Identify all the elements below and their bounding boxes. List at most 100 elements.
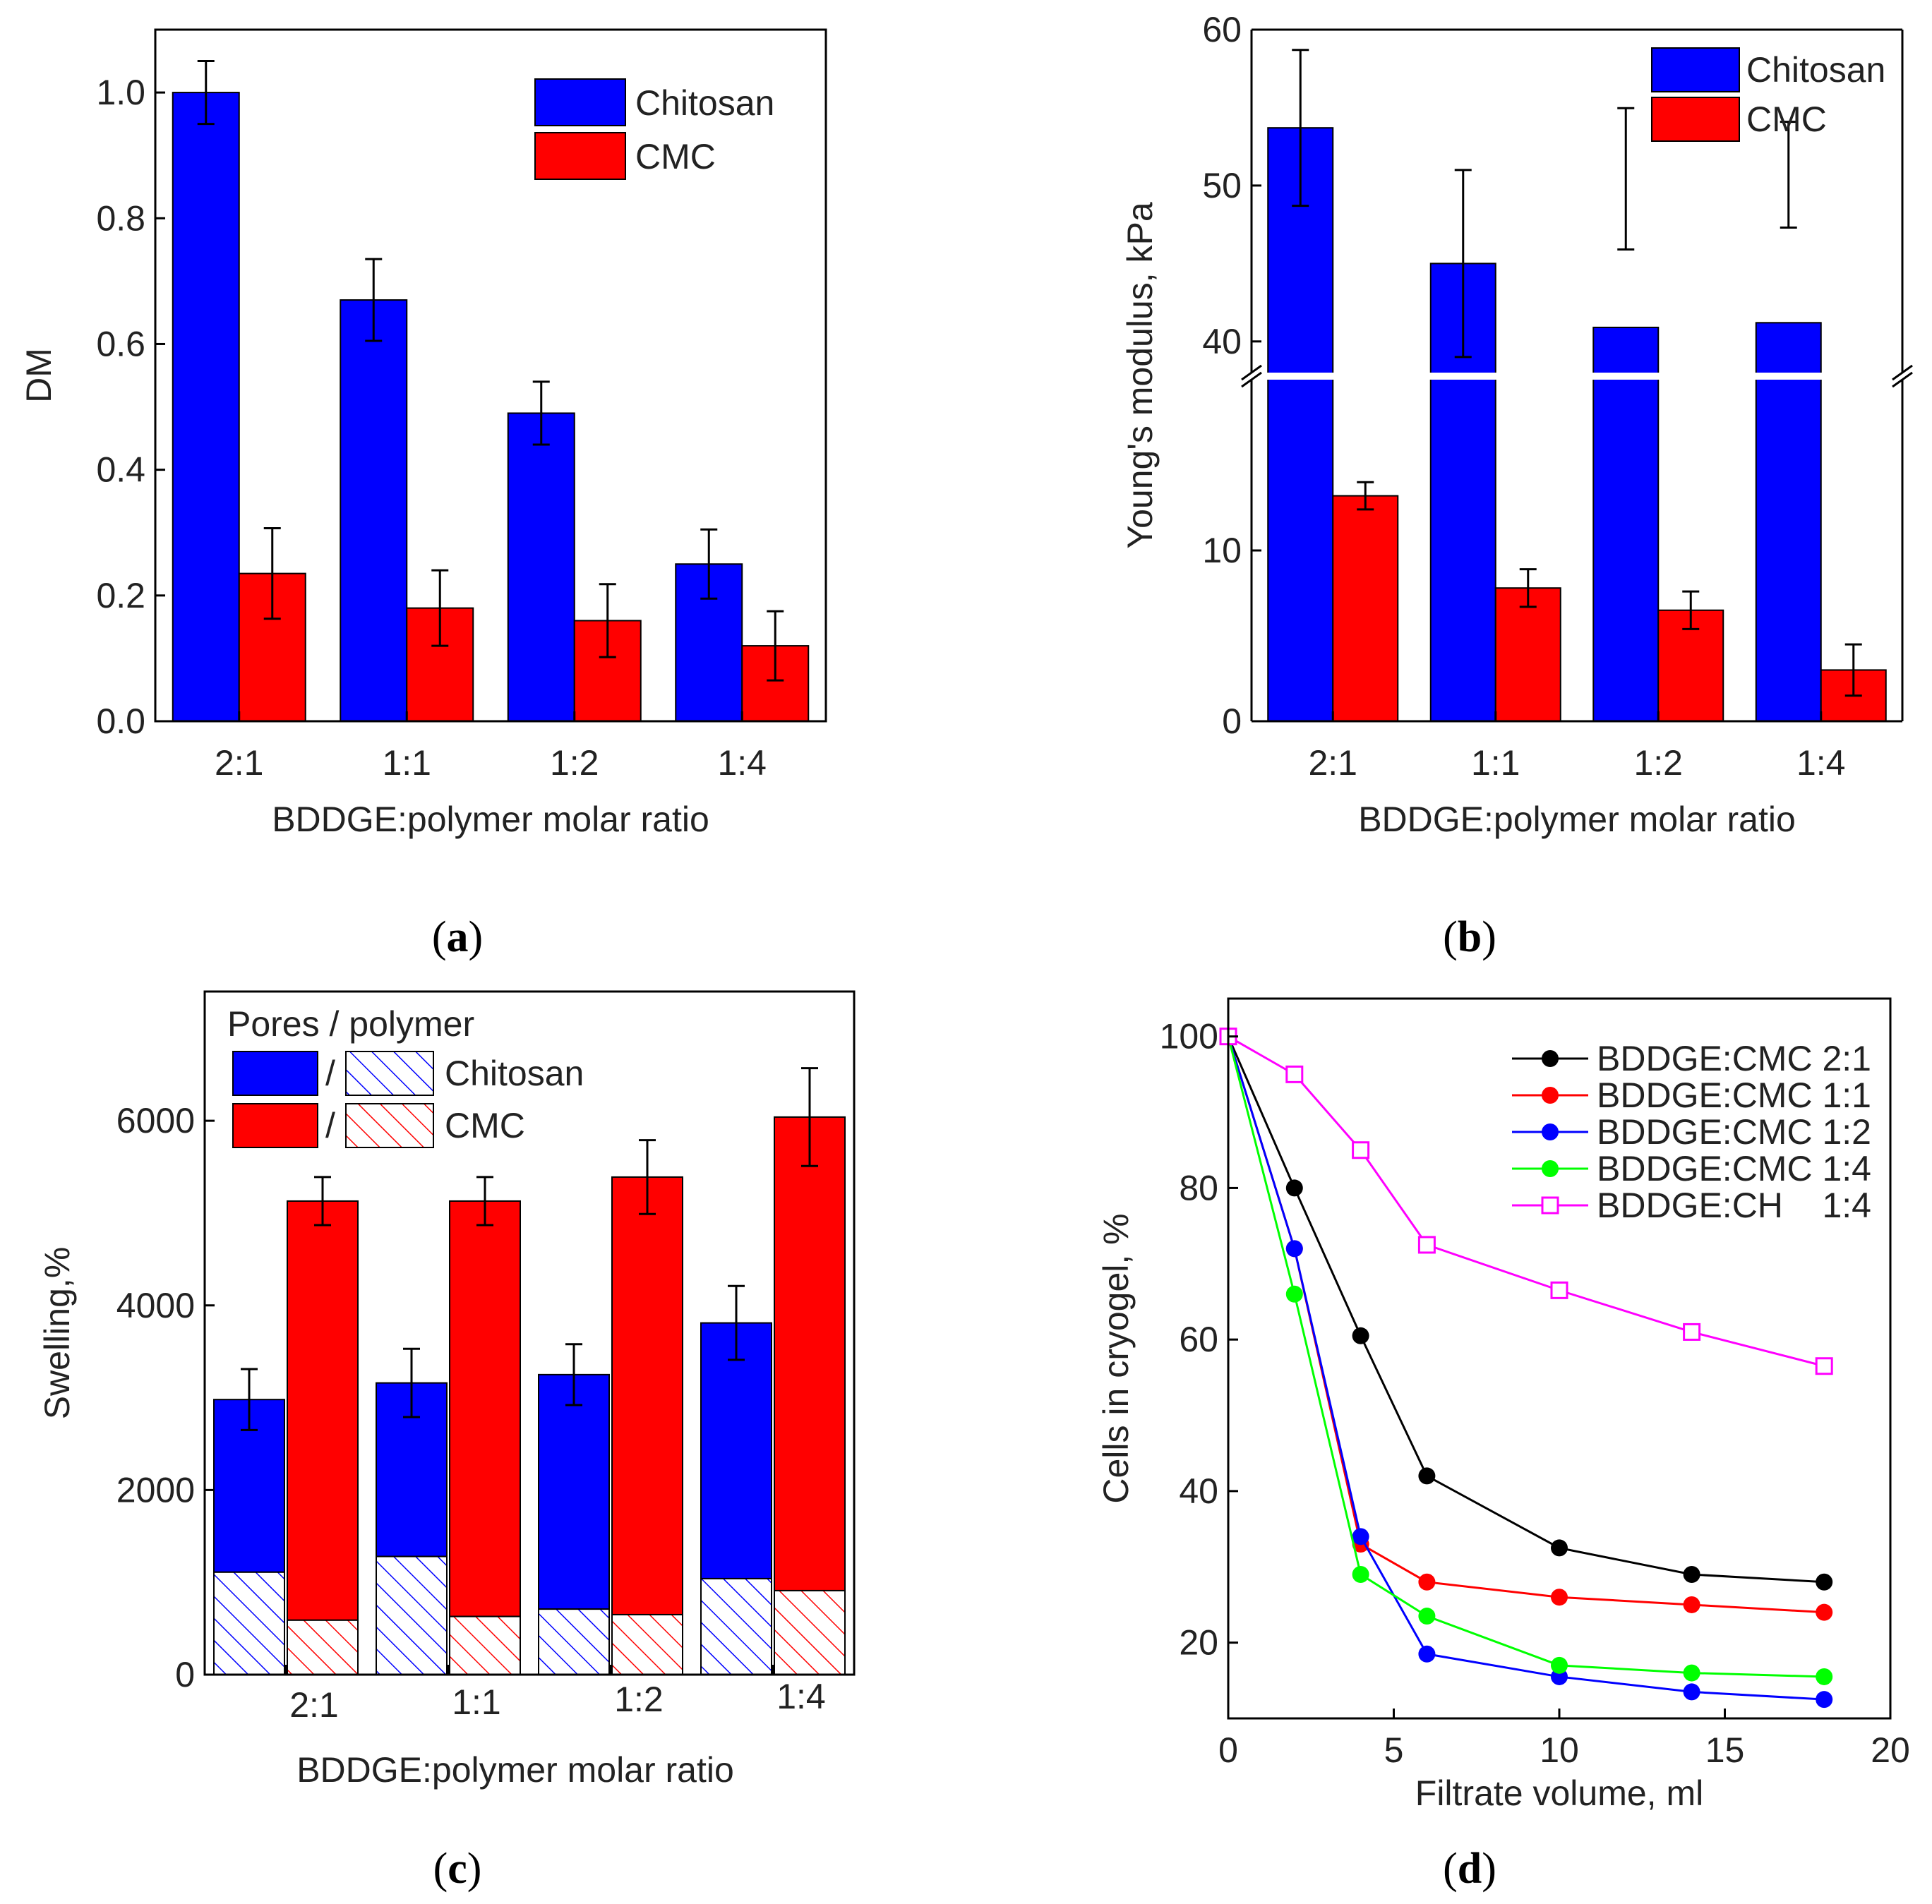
y-tick-label: 4000 <box>116 1286 195 1325</box>
y-tick-label: 50 <box>1202 166 1242 205</box>
bar-polymer-cmc-1:1 <box>449 1615 521 1675</box>
data-point <box>1683 1566 1700 1583</box>
y-tick-label: 2000 <box>116 1470 195 1510</box>
data-point <box>1418 1573 1436 1591</box>
data-point <box>1551 1539 1568 1557</box>
legend-label: BDDGE:CH 1:4 <box>1597 1186 1871 1225</box>
y-tick-label: 0 <box>175 1655 195 1694</box>
x-tick-label: 2:1 <box>215 743 264 783</box>
legend-swatch-chitosan <box>534 78 626 126</box>
x-axis-title: BDDGE:polymer molar ratio <box>296 1750 734 1790</box>
data-point <box>1683 1664 1700 1682</box>
legend-label: CMC <box>635 137 716 176</box>
legend-swatch-pores-cmc <box>232 1103 318 1148</box>
y-tick-label: 10 <box>1202 531 1242 570</box>
x-tick-label: 1:4 <box>776 1677 826 1716</box>
bar-polymer-chitosan-1:4 <box>700 1577 772 1676</box>
data-point <box>1352 1566 1369 1583</box>
data-point <box>1551 1656 1568 1674</box>
data-point <box>1550 1281 1568 1299</box>
legend-marker <box>1542 1160 1559 1177</box>
axis-break-mark <box>1241 364 1262 381</box>
data-point <box>1816 1668 1833 1685</box>
data-point <box>1418 1645 1436 1663</box>
bar-polymer-chitosan-1:1 <box>376 1555 448 1676</box>
data-point <box>1551 1589 1568 1606</box>
bar-polymer-cmc-2:1 <box>287 1619 359 1675</box>
panel-c-chart: 0 2000 4000 6000 2:1 1:1 1:2 1:4 BDDGE:polymer m… <box>37 990 856 1893</box>
y-tick-label: 0 <box>1222 701 1242 741</box>
data-point <box>1815 1357 1833 1375</box>
legend-separator: / <box>325 1054 335 1093</box>
bar-pores-cmc-1:2 <box>611 1176 683 1615</box>
x-tick-label: 5 <box>1384 1730 1404 1770</box>
data-point <box>1417 1236 1436 1254</box>
bar-chitosan-1:1 <box>340 299 408 723</box>
y-axis-title: Young's modulus, kPa <box>1120 202 1160 549</box>
y-tick-label: 1.0 <box>96 73 145 112</box>
x-tick-label: 1:2 <box>1633 743 1683 783</box>
x-tick-label: 0 <box>1218 1730 1238 1770</box>
x-tick-label: 1:1 <box>1471 743 1520 783</box>
axis-break-mark <box>1892 371 1913 388</box>
data-point <box>1285 1285 1303 1303</box>
legend-label: BDDGE:CMC 1:1 <box>1597 1075 1871 1115</box>
x-tick-label: 10 <box>1540 1730 1579 1770</box>
bar-pores-cmc-1:1 <box>449 1200 521 1617</box>
legend-marker <box>1542 1087 1559 1104</box>
bar-pores-chitosan-1:4 <box>700 1322 772 1579</box>
data-point <box>1683 1683 1700 1701</box>
data-point <box>1816 1691 1833 1709</box>
bar-cmc-2:1 <box>1332 495 1399 722</box>
bar-polymer-cmc-1:2 <box>611 1613 683 1675</box>
x-tick-label: 1:4 <box>1796 743 1846 783</box>
legend-label: Chitosan <box>1746 50 1885 90</box>
legend-swatch-cmc <box>1651 97 1740 142</box>
y-tick-label: 60 <box>1179 1320 1218 1359</box>
y-axis-title: Swelling,% <box>37 1247 77 1420</box>
data-point <box>1683 1596 1700 1613</box>
data-point <box>1285 1065 1304 1083</box>
y-tick-label: 80 <box>1179 1168 1218 1207</box>
axis-break-mark <box>1892 364 1913 381</box>
bar-polymer-chitosan-2:1 <box>213 1571 285 1676</box>
legend-swatch-chitosan <box>1651 47 1740 92</box>
data-point <box>1352 1528 1369 1546</box>
legend-marker <box>1542 1050 1559 1067</box>
legend-label: Chitosan <box>445 1054 584 1093</box>
plot-frame <box>203 990 856 1676</box>
legend-label: CMC <box>445 1106 525 1145</box>
x-tick-label: 2:1 <box>289 1685 339 1725</box>
axis-break-gap <box>1244 373 1909 380</box>
y-tick-label: 0.4 <box>96 450 145 490</box>
y-tick-label: 0.2 <box>96 576 145 615</box>
bar-chitosan-2:1 <box>172 92 240 723</box>
bar-chitosan-1:2 <box>507 412 575 722</box>
data-point <box>1285 1179 1303 1197</box>
bar-chitosan-2:1 <box>1267 127 1334 722</box>
panel-label: (c) <box>433 1845 482 1893</box>
data-point <box>1816 1603 1833 1621</box>
y-axis-title: DM <box>19 348 59 403</box>
panel-d-chart: 20 40 60 80 100 0 5 10 15 20 Filtrate volume, ml Ce… <box>1096 997 1910 1893</box>
panel-label: (d) <box>1443 1845 1496 1893</box>
x-axis-title: Filtrate volume, ml <box>1415 1773 1703 1813</box>
legend-marker <box>1541 1196 1559 1215</box>
legend-label: BDDGE:CMC 2:1 <box>1597 1039 1871 1078</box>
data-point <box>1418 1608 1436 1625</box>
legend-label: CMC <box>1746 100 1827 139</box>
y-tick-label: 40 <box>1202 322 1242 361</box>
legend-label: BDDGE:CMC 1:2 <box>1597 1112 1871 1152</box>
x-tick-label: 1:2 <box>614 1680 664 1719</box>
bar-chitosan-1:2 <box>1592 326 1660 723</box>
y-tick-label: 6000 <box>116 1101 195 1140</box>
legend-swatch-pores-chitosan <box>232 1051 318 1096</box>
y-tick-label: 0.0 <box>96 701 145 741</box>
axis-break-mark <box>1241 371 1262 388</box>
x-tick-label: 1:4 <box>717 743 767 783</box>
legend-title: Pores / polymer <box>227 1004 474 1044</box>
y-tick-label: 20 <box>1179 1623 1218 1663</box>
y-tick-label: 60 <box>1202 10 1242 49</box>
